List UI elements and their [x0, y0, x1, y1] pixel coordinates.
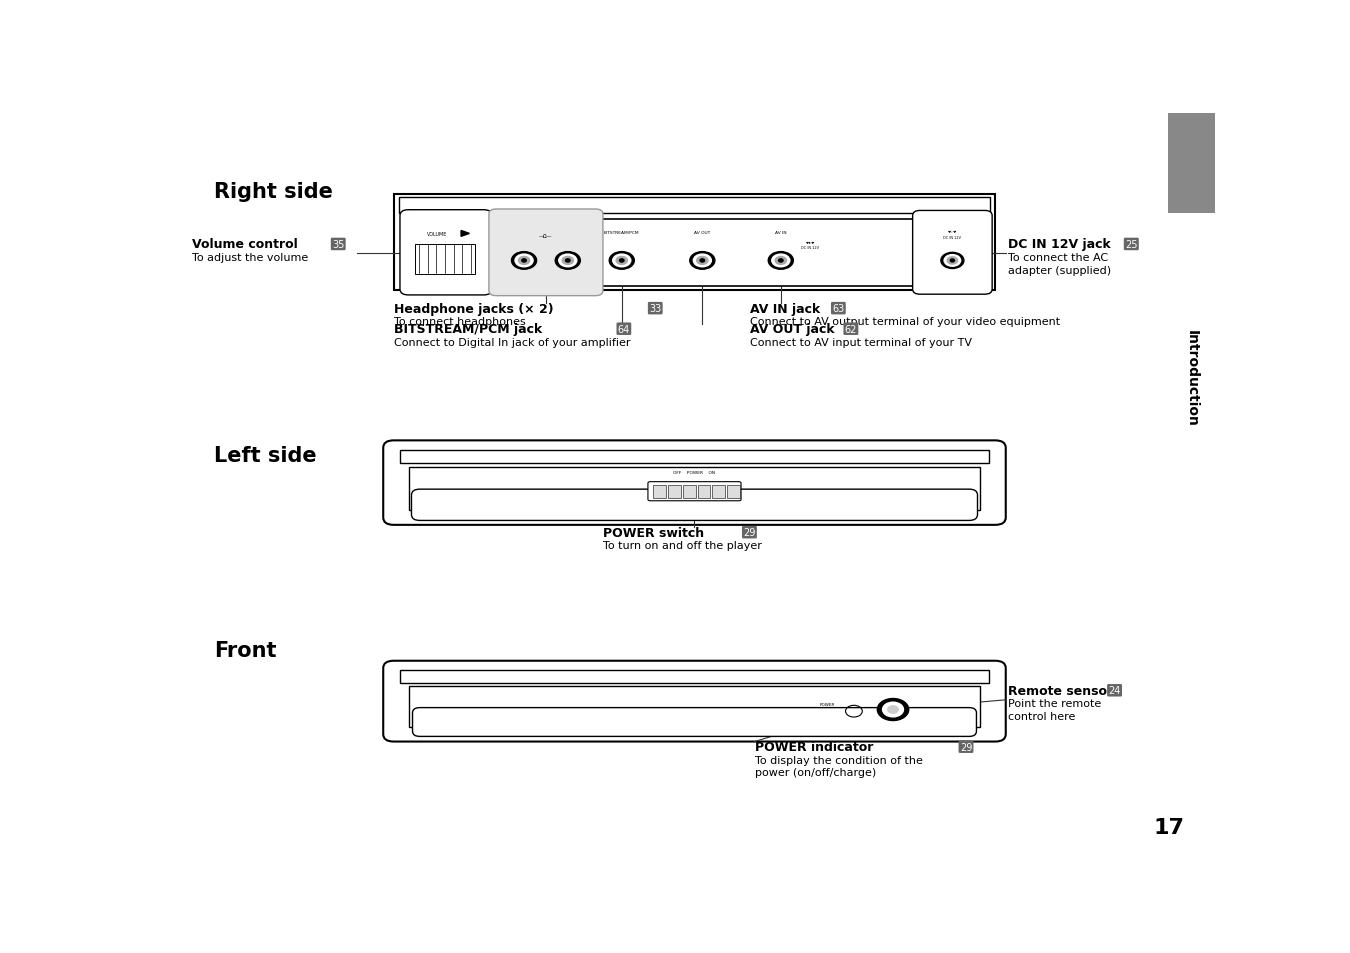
Text: 17: 17: [1153, 818, 1184, 838]
Circle shape: [566, 259, 570, 263]
Circle shape: [514, 254, 533, 268]
Text: power (on/off/charge): power (on/off/charge): [755, 767, 876, 777]
Circle shape: [694, 254, 711, 268]
Text: adapter (supplied): adapter (supplied): [1008, 265, 1111, 275]
Bar: [683, 486, 695, 498]
Bar: [728, 486, 740, 498]
Text: control here: control here: [1008, 711, 1075, 721]
Text: VOLUME: VOLUME: [427, 232, 447, 236]
Text: AV IN jack: AV IN jack: [751, 302, 821, 315]
Circle shape: [883, 702, 903, 717]
Circle shape: [779, 259, 783, 263]
Circle shape: [697, 257, 707, 265]
Text: 63: 63: [832, 304, 845, 314]
Text: Point the remote: Point the remote: [1008, 699, 1102, 709]
Text: OFF    POWER    ON: OFF POWER ON: [674, 471, 716, 475]
Text: Left side: Left side: [213, 446, 316, 466]
Text: Right side: Right side: [213, 181, 332, 201]
Text: 25: 25: [1125, 240, 1138, 250]
Bar: [406, 219, 983, 287]
Circle shape: [613, 254, 630, 268]
FancyBboxPatch shape: [394, 195, 995, 291]
Bar: [414, 244, 475, 274]
Bar: [668, 486, 680, 498]
FancyBboxPatch shape: [913, 212, 992, 294]
Circle shape: [941, 253, 964, 270]
Text: POWER switch: POWER switch: [603, 526, 705, 539]
Bar: [409, 686, 980, 727]
Text: DC IN 12V: DC IN 12V: [944, 236, 961, 240]
Circle shape: [562, 257, 574, 265]
Text: POWER: POWER: [819, 702, 834, 706]
Bar: [400, 671, 990, 683]
Bar: [698, 486, 710, 498]
Text: 29: 29: [960, 741, 972, 752]
Circle shape: [616, 257, 628, 265]
Circle shape: [775, 257, 787, 265]
Circle shape: [878, 699, 909, 720]
Circle shape: [518, 257, 529, 265]
FancyBboxPatch shape: [413, 708, 976, 737]
Bar: [653, 486, 666, 498]
Text: Introduction: Introduction: [1185, 330, 1199, 427]
Bar: [409, 467, 980, 511]
Text: ♥♤♥: ♥♤♥: [948, 230, 957, 233]
FancyBboxPatch shape: [383, 661, 1006, 741]
Text: Headphone jacks (× 2): Headphone jacks (× 2): [394, 302, 554, 315]
Circle shape: [944, 255, 961, 267]
Text: 24: 24: [1108, 685, 1120, 696]
FancyBboxPatch shape: [489, 210, 603, 296]
FancyBboxPatch shape: [400, 211, 491, 295]
Polygon shape: [462, 232, 470, 237]
FancyBboxPatch shape: [412, 490, 977, 521]
Text: ♥♦♥
DC IN 12V: ♥♦♥ DC IN 12V: [801, 241, 819, 250]
Circle shape: [609, 253, 634, 270]
Circle shape: [888, 706, 898, 714]
Text: Connect to Digital In jack of your amplifier: Connect to Digital In jack of your ampli…: [394, 337, 630, 348]
Text: DC IN 12V jack: DC IN 12V jack: [1008, 238, 1111, 252]
Text: Connect to AV output terminal of your video equipment: Connect to AV output terminal of your vi…: [751, 317, 1061, 327]
Text: 29: 29: [744, 528, 756, 537]
Text: AV OUT jack: AV OUT jack: [751, 323, 836, 335]
Text: AV IN: AV IN: [775, 231, 787, 234]
Text: Volume control: Volume control: [192, 238, 297, 252]
Circle shape: [950, 260, 954, 263]
Text: 33: 33: [649, 304, 662, 314]
Text: AV OUT: AV OUT: [694, 231, 710, 234]
Circle shape: [522, 259, 526, 263]
Bar: [400, 451, 990, 463]
Circle shape: [948, 257, 957, 265]
Text: Remote sensor: Remote sensor: [1008, 684, 1112, 697]
FancyBboxPatch shape: [383, 441, 1006, 525]
Text: To turn on and off the player: To turn on and off the player: [603, 541, 761, 551]
Circle shape: [512, 253, 536, 270]
Circle shape: [620, 259, 624, 263]
Bar: [400, 198, 990, 214]
FancyBboxPatch shape: [648, 482, 741, 501]
Bar: [1168, 114, 1215, 213]
Circle shape: [690, 253, 716, 270]
Text: BITSTREAM/PCM jack: BITSTREAM/PCM jack: [394, 323, 541, 335]
Circle shape: [559, 254, 576, 268]
Text: Front: Front: [213, 640, 277, 660]
Text: To connect the AC: To connect the AC: [1008, 253, 1108, 263]
Circle shape: [701, 259, 705, 263]
Circle shape: [555, 253, 580, 270]
Text: To adjust the volume: To adjust the volume: [192, 253, 308, 263]
Text: 62: 62: [845, 324, 857, 335]
Text: 64: 64: [618, 324, 630, 335]
Text: 35: 35: [332, 240, 344, 250]
Text: To display the condition of the: To display the condition of the: [755, 755, 922, 765]
Bar: [713, 486, 725, 498]
Circle shape: [772, 254, 790, 268]
Text: POWER indicator: POWER indicator: [755, 740, 873, 754]
Text: Connect to AV input terminal of your TV: Connect to AV input terminal of your TV: [751, 337, 972, 348]
Text: To connect headphones: To connect headphones: [394, 317, 525, 327]
Text: BITSTREAM/PCM: BITSTREAM/PCM: [603, 231, 640, 234]
Circle shape: [768, 253, 794, 270]
Text: —Ω—: —Ω—: [539, 233, 552, 238]
